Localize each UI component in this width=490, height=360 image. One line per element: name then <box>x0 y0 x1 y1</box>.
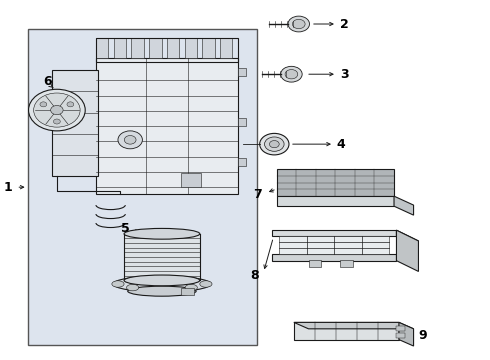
Ellipse shape <box>124 275 200 286</box>
Text: 2: 2 <box>340 18 349 31</box>
Circle shape <box>260 134 289 155</box>
Text: 1: 1 <box>3 181 12 194</box>
Ellipse shape <box>112 281 124 287</box>
Ellipse shape <box>113 276 211 292</box>
Bar <box>124 234 200 280</box>
Bar <box>96 39 238 62</box>
Polygon shape <box>277 169 394 196</box>
Bar <box>181 173 200 187</box>
Bar <box>202 39 215 58</box>
Polygon shape <box>394 196 414 215</box>
Ellipse shape <box>126 284 139 291</box>
Bar <box>341 260 353 267</box>
Circle shape <box>40 102 47 107</box>
Bar <box>309 260 321 267</box>
Circle shape <box>293 19 305 29</box>
Bar <box>238 118 246 126</box>
Bar <box>167 39 179 58</box>
Bar <box>131 39 144 58</box>
Bar <box>238 158 246 166</box>
Bar <box>96 39 108 58</box>
Circle shape <box>67 102 74 107</box>
Circle shape <box>285 69 298 79</box>
Bar <box>396 326 405 330</box>
Ellipse shape <box>124 228 200 239</box>
Circle shape <box>124 135 136 144</box>
Ellipse shape <box>128 286 196 296</box>
Circle shape <box>53 119 60 124</box>
Circle shape <box>288 16 310 32</box>
Text: 7: 7 <box>253 188 262 201</box>
Bar <box>220 39 232 58</box>
Text: 8: 8 <box>250 269 259 282</box>
Circle shape <box>28 89 85 131</box>
Polygon shape <box>279 235 389 253</box>
Bar <box>396 333 405 338</box>
Polygon shape <box>277 196 394 206</box>
Bar <box>96 58 238 194</box>
Polygon shape <box>399 322 414 346</box>
Text: 6: 6 <box>43 75 51 88</box>
Text: 5: 5 <box>122 222 130 235</box>
Text: 9: 9 <box>418 329 427 342</box>
Bar <box>238 68 246 76</box>
Bar <box>149 39 162 58</box>
Circle shape <box>34 93 80 127</box>
Circle shape <box>265 137 284 151</box>
Bar <box>114 39 126 58</box>
Bar <box>27 30 257 345</box>
Polygon shape <box>272 230 396 235</box>
Circle shape <box>50 105 63 114</box>
Circle shape <box>270 140 279 148</box>
Bar <box>181 288 194 295</box>
Polygon shape <box>294 322 414 329</box>
Polygon shape <box>396 230 418 246</box>
Circle shape <box>118 131 143 149</box>
Ellipse shape <box>200 281 212 287</box>
Bar <box>185 39 197 58</box>
Polygon shape <box>396 230 418 271</box>
Circle shape <box>281 66 302 82</box>
Bar <box>52 70 98 176</box>
Polygon shape <box>294 322 399 339</box>
Text: 4: 4 <box>337 138 345 150</box>
Ellipse shape <box>185 284 197 291</box>
Text: 3: 3 <box>340 68 349 81</box>
Polygon shape <box>272 253 396 261</box>
